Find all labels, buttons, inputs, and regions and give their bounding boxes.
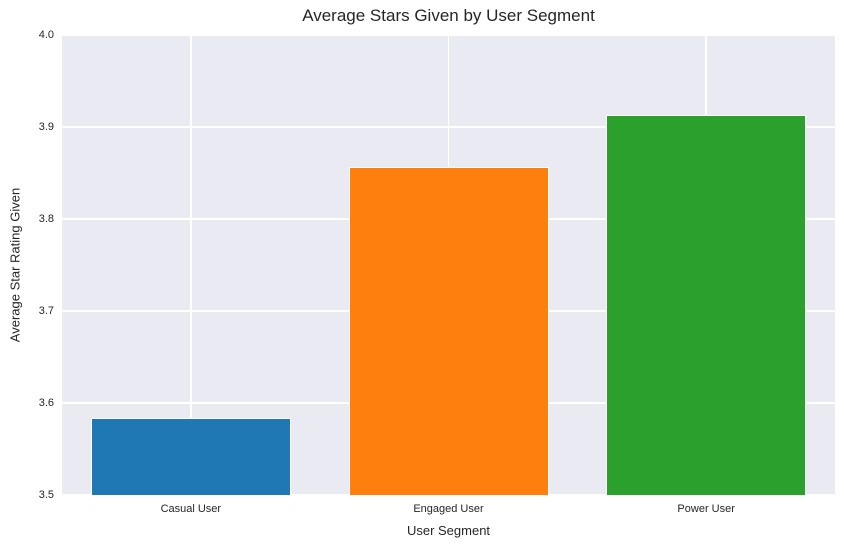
bar-casual-user <box>90 417 291 495</box>
y-tick-label: 3.8 <box>38 213 54 225</box>
y-tick-label: 4.0 <box>38 29 54 41</box>
y-tick-label: 3.5 <box>38 489 54 501</box>
v-gridline <box>190 35 192 495</box>
bar-engaged-user <box>348 166 549 495</box>
bar-power-user <box>606 115 807 495</box>
chart-title: Average Stars Given by User Segment <box>302 6 595 25</box>
x-axis-label: User Segment <box>406 523 491 538</box>
y-tick-label: 3.6 <box>38 397 54 409</box>
plot-area <box>62 35 835 496</box>
y-tick-label: 3.9 <box>38 121 54 133</box>
y-tick-label: 3.7 <box>38 305 54 317</box>
x-tick-label: Power User <box>677 503 735 515</box>
y-axis-label: Average Star Rating Given <box>7 187 23 343</box>
x-tick-label: Casual User <box>160 503 222 515</box>
x-tick-label: Engaged User <box>413 503 484 515</box>
